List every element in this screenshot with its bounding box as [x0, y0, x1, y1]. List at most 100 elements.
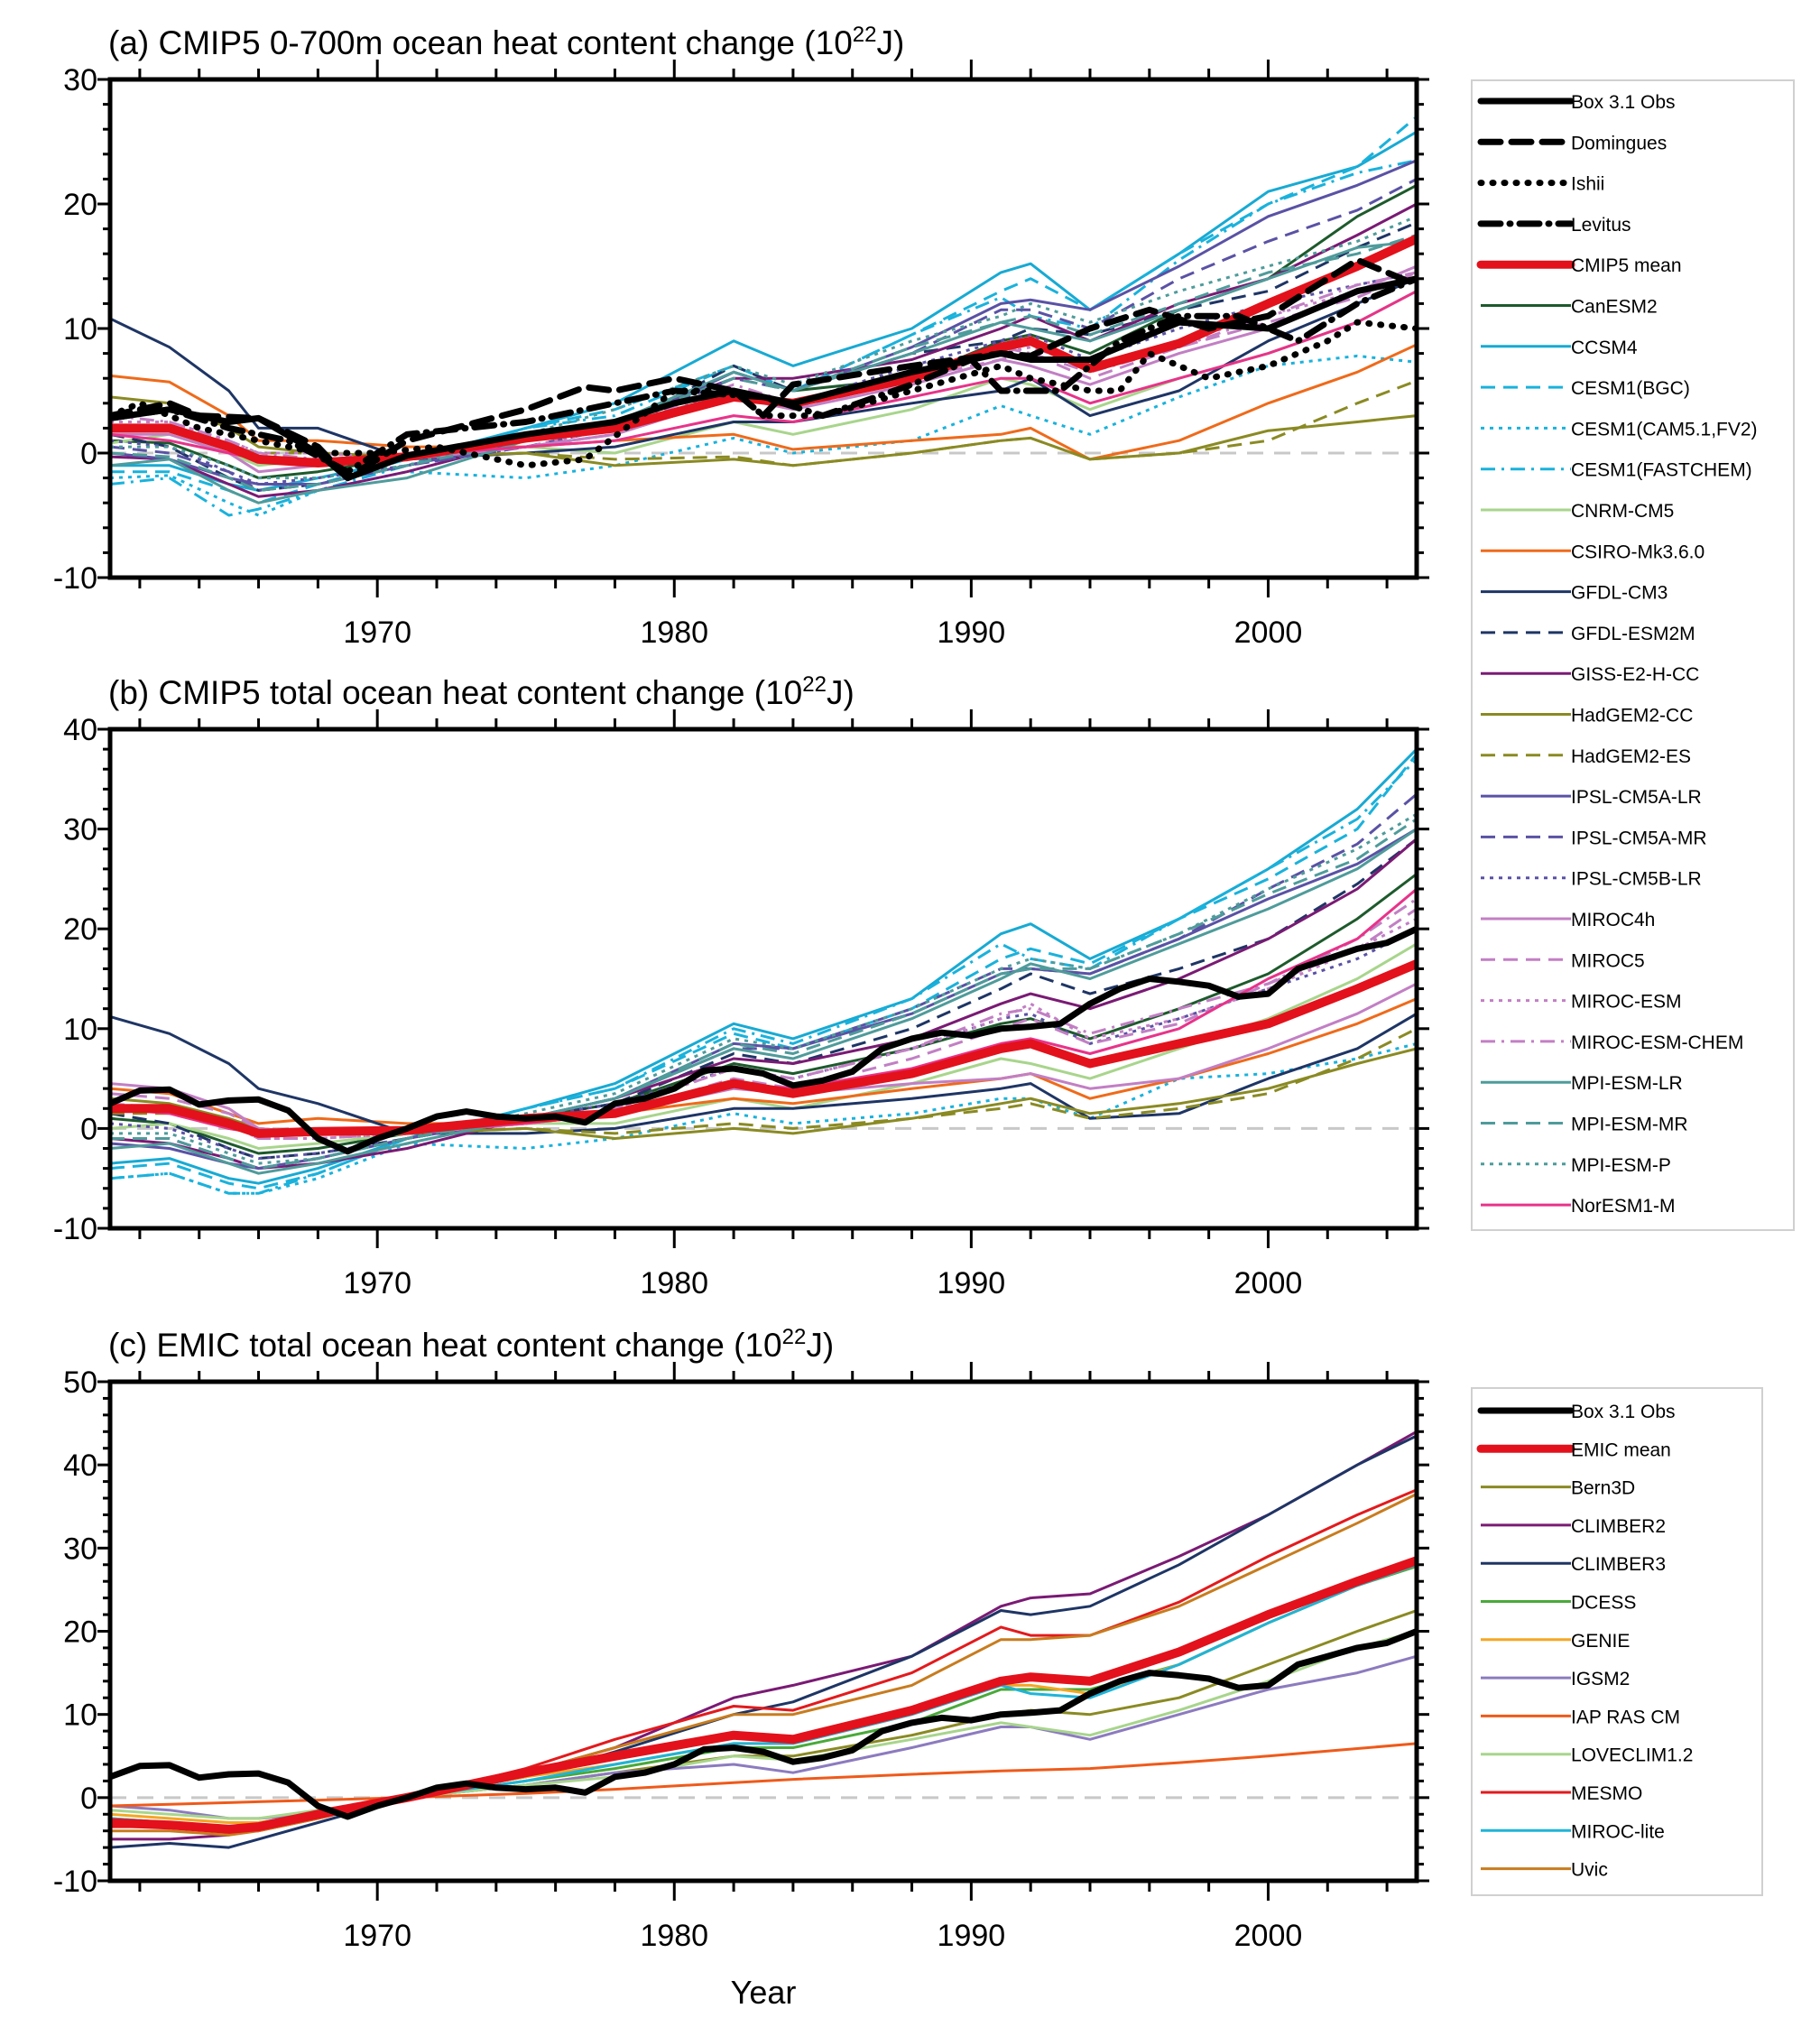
series-line-miroc-esm [110, 917, 1417, 1140]
title-text: (b) CMIP5 total ocean heat content chang… [108, 674, 802, 711]
legend-label: MPI-ESM-LR [1571, 1073, 1683, 1094]
title-unit: J) [806, 1327, 834, 1364]
x-tick-label: 1970 [343, 1266, 411, 1300]
legend-item: CMIP5 mean [1476, 255, 1682, 276]
legend-item: CSIRO-Mk3.6.0 [1481, 541, 1705, 562]
legend-label: Levitus [1571, 215, 1631, 236]
x-tick-label: 1980 [640, 616, 708, 650]
legend-item: MPI-ESM-P [1481, 1155, 1671, 1176]
legend-label: GENIE [1571, 1631, 1630, 1652]
legend-item: GENIE [1481, 1631, 1630, 1652]
series-line-ishii [110, 319, 1417, 469]
legend-label: Ishii [1571, 174, 1604, 195]
y-tick-label: 30 [63, 1532, 97, 1566]
x-tick-label: 2000 [1234, 1266, 1303, 1300]
y-tick-label: 10 [63, 1013, 97, 1047]
legend-label: GFDL-ESM2M [1571, 624, 1695, 644]
y-tick-label: 10 [63, 312, 97, 347]
legend-label: CSIRO-Mk3.6.0 [1571, 541, 1705, 562]
series-line-csiro-mk3-6-0 [110, 343, 1417, 461]
series-line-mpi-esm-p [110, 215, 1417, 480]
legend-label: EMIC mean [1571, 1439, 1671, 1460]
legend-item: Uvic [1481, 1860, 1608, 1881]
legend-item: CESM1(CAM5.1,FV2) [1481, 419, 1758, 440]
panel-a: (a) CMIP5 0-700m ocean heat content chan… [53, 23, 1429, 650]
title-text: (c) EMIC total ocean heat content change… [108, 1327, 782, 1364]
x-axis-label: Year [731, 1974, 797, 2011]
legend-label: CMIP5 mean [1571, 255, 1682, 276]
legend-label: GISS-E2-H-CC [1571, 664, 1699, 685]
legend-item: CESM1(FASTCHEM) [1481, 460, 1752, 481]
legend-label: Domingues [1571, 133, 1667, 153]
legend-label: MIROC4h [1571, 910, 1655, 930]
series-line-cmip5-mean [110, 959, 1417, 1138]
legend-label: HadGEM2-CC [1571, 706, 1693, 727]
series-line-hadgem2-cc [110, 395, 1417, 467]
legend-label: GFDL-CM3 [1571, 583, 1668, 604]
legend-label: IGSM2 [1571, 1669, 1630, 1689]
x-tick-label: 1970 [343, 616, 411, 650]
panel-b: (b) CMIP5 total ocean heat content chang… [53, 672, 1429, 1300]
legend-item: MIROC5 [1481, 950, 1645, 971]
legend-cmip5: Box 3.1 Obs Domingues Ishii Levitus CMIP5 me… [1471, 79, 1795, 1231]
legend-label: CLIMBER3 [1571, 1554, 1666, 1575]
legend-item: IAP RAS CM [1481, 1707, 1680, 1727]
legend-label: MPI-ESM-P [1571, 1155, 1671, 1176]
legend-label: IPSL-CM5B-LR [1571, 869, 1702, 890]
legend-item: GISS-E2-H-CC [1481, 664, 1699, 685]
series-line-gfdl-cm3 [110, 1012, 1417, 1135]
plot-frame [107, 727, 1419, 1231]
series-line-cesm1-fastchem- [110, 758, 1417, 1195]
series-line-ipsl-cm5a-mr [110, 792, 1417, 1171]
y-tick-label: 30 [63, 63, 97, 97]
series-line-levitus [110, 275, 1417, 476]
y-tick-label: 20 [63, 188, 97, 222]
y-tick-label: 40 [63, 713, 97, 747]
y-tick-label: 0 [80, 1782, 97, 1816]
series-line-genie [110, 1563, 1417, 1824]
legend-item: MIROC-ESM [1481, 992, 1682, 1013]
legend-label: IAP RAS CM [1571, 1707, 1680, 1727]
legend-item: IGSM2 [1481, 1669, 1630, 1689]
series-line-domingues [110, 256, 1417, 482]
legend-label: CCSM4 [1571, 338, 1638, 358]
panel-title: (a) CMIP5 0-700m ocean heat content chan… [108, 23, 904, 61]
x-tick-label: 1990 [938, 1266, 1006, 1300]
series-line-mpi-esm-mr [110, 818, 1417, 1171]
legend-label: DCESS [1571, 1593, 1636, 1614]
legend-item: DCESS [1481, 1593, 1636, 1614]
x-tick-label: 1990 [938, 1919, 1006, 1953]
y-tick-label: -10 [53, 561, 97, 596]
y-tick-label: -10 [53, 1212, 97, 1246]
legend-label: MPI-ESM-MR [1571, 1115, 1688, 1135]
legend-label: CNRM-CM5 [1571, 501, 1674, 522]
legend-item: HadGEM2-ES [1481, 746, 1691, 767]
series-line-mpi-esm-lr [110, 239, 1417, 504]
y-tick-label: 20 [63, 1615, 97, 1650]
title-exponent: 22 [853, 23, 877, 47]
legend-label: IPSL-CM5A-LR [1571, 787, 1702, 808]
legend-label: MIROC5 [1571, 950, 1645, 971]
legend-item: NorESM1-M [1481, 1196, 1676, 1217]
series-line-box-3-1-obs [110, 1628, 1417, 1820]
legend-label: CLIMBER2 [1571, 1516, 1666, 1537]
series-line-climber3 [110, 1434, 1417, 1849]
legend-item: MIROC4h [1481, 910, 1655, 930]
series-line-cesm1-bgc- [110, 753, 1417, 1190]
legend-item: CanESM2 [1481, 297, 1658, 318]
legend-item: MPI-ESM-LR [1481, 1073, 1683, 1094]
legend-item: MIROC-lite [1481, 1821, 1665, 1842]
legend-emic: Box 3.1 Obs EMIC mean Bern3D CLIMBER2 CLIMBE… [1471, 1387, 1763, 1896]
legend-item: CNRM-CM5 [1481, 501, 1674, 522]
legend-item: IPSL-CM5B-LR [1481, 869, 1702, 890]
legend-item: HadGEM2-CC [1481, 706, 1693, 727]
legend-item: Box 3.1 Obs [1477, 1402, 1676, 1422]
legend-label: CESM1(CAM5.1,FV2) [1571, 419, 1758, 440]
legend-label: MESMO [1571, 1783, 1642, 1804]
legend-box [1471, 1387, 1763, 1896]
series-line-giss-e2-h-cc [110, 202, 1417, 498]
series-line-mpi-esm-lr [110, 828, 1417, 1175]
series-group [110, 748, 1417, 1195]
legend-label: NorESM1-M [1571, 1196, 1676, 1217]
